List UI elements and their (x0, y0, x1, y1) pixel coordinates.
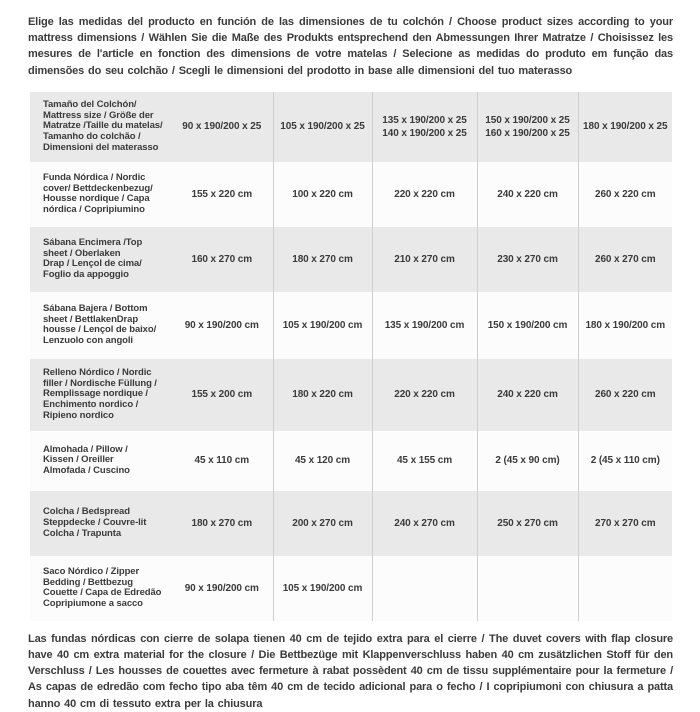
size-cell: 2 (45 x 90 cm) (476, 430, 578, 491)
size-cell: 260 x 220 cm (577, 358, 672, 431)
table-row: Almohada / Pillow / Kissen / Oreiller Al… (30, 430, 672, 491)
intro-text: Elige las medidas del producto en funció… (28, 16, 673, 77)
size-cell: 260 x 220 cm (577, 161, 672, 227)
size-cell: 135 x 190/200 x 25 140 x 190/200 x 25 (371, 91, 477, 162)
size-cell: 230 x 270 cm (476, 226, 578, 292)
table-row: Sábana Encimera /Top sheet / Oberlaken D… (30, 226, 672, 292)
size-cell: 210 x 270 cm (371, 226, 477, 292)
row-label: Colcha / Bedspread Steppdecke / Couvre-l… (43, 506, 147, 539)
size-cell: 45 x 120 cm (272, 430, 372, 491)
size-cell: 90 x 190/200 cm (184, 582, 259, 594)
size-cell: 150 x 190/200 cm (476, 291, 578, 359)
size-cell: 45 x 110 cm (194, 455, 249, 467)
size-cell: 240 x 220 cm (476, 161, 578, 227)
size-cell: 180 x 190/200 x 25 (577, 91, 672, 162)
row-label: Funda Nórdica / Nordic cover/ Bettdecken… (43, 171, 153, 216)
row-label: Almohada / Pillow / Kissen / Oreiller Al… (43, 443, 130, 477)
size-cell: 105 x 190/200 cm (272, 555, 372, 621)
size-cell (371, 555, 477, 621)
size-cell: 90 x 190/200 cm (184, 319, 259, 331)
row-label: Sábana Bajera / Bottom sheet / Bettlaken… (43, 302, 157, 347)
table-row: Relleno Nórdico / Nordic filler / Nordis… (30, 358, 672, 431)
size-cell: 100 x 220 cm (272, 161, 372, 227)
size-cell: 155 x 200 cm (191, 389, 253, 401)
size-cell (577, 555, 672, 621)
table-row: Funda Nórdica / Nordic cover/ Bettdecken… (30, 161, 672, 227)
table-row: Tamaño del Colchón/ Mattress size / Größ… (30, 91, 672, 162)
row-label: Sábana Encimera /Top sheet / Oberlaken D… (43, 236, 143, 281)
size-cell (476, 555, 578, 621)
size-cell: 45 x 155 cm (371, 430, 477, 491)
size-cell: 180 x 270 cm (272, 226, 372, 292)
size-cell: 2 (45 x 110 cm) (577, 430, 672, 491)
size-cell: 200 x 270 cm (272, 490, 372, 556)
row-label: Saco Nórdico / Zipper Bedding / Bettbezu… (43, 565, 162, 610)
table-row: Sábana Bajera / Bottom sheet / Bettlaken… (30, 291, 672, 359)
size-cell: 135 x 190/200 cm (371, 291, 477, 359)
size-cell: 180 x 220 cm (272, 358, 372, 431)
size-cell: 180 x 270 cm (191, 517, 253, 529)
size-cell: 270 x 270 cm (577, 490, 672, 556)
table-row: Saco Nórdico / Zipper Bedding / Bettbezu… (30, 555, 672, 621)
size-cell: 90 x 190/200 x 25 (182, 121, 262, 133)
product-size-table: Tamaño del Colchón/ Mattress size / Größ… (30, 91, 672, 621)
size-cell: 105 x 190/200 cm (272, 291, 372, 359)
size-cell: 220 x 220 cm (371, 161, 477, 227)
table-row: Colcha / Bedspread Steppdecke / Couvre-l… (30, 490, 672, 556)
size-cell: 240 x 220 cm (476, 358, 578, 431)
size-cell: 240 x 270 cm (371, 490, 477, 556)
row-label: Tamaño del Colchón/ Mattress size / Größ… (43, 98, 163, 153)
size-cell: 180 x 190/200 cm (577, 291, 672, 359)
table-body: Tamaño del Colchón/ Mattress size / Größ… (30, 91, 672, 621)
size-cell: 250 x 270 cm (476, 490, 578, 556)
row-label: Relleno Nórdico / Nordic filler / Nordis… (43, 366, 157, 421)
size-cell: 105 x 190/200 x 25 (272, 91, 372, 162)
footer-note: Las fundas nórdicas con cierre de solapa… (28, 632, 673, 710)
size-cell: 260 x 270 cm (577, 226, 672, 292)
size-cell: 150 x 190/200 x 25 160 x 190/200 x 25 (476, 91, 578, 162)
size-cell: 155 x 220 cm (191, 188, 253, 200)
size-cell: 160 x 270 cm (191, 253, 253, 265)
size-cell: 220 x 220 cm (371, 358, 477, 431)
